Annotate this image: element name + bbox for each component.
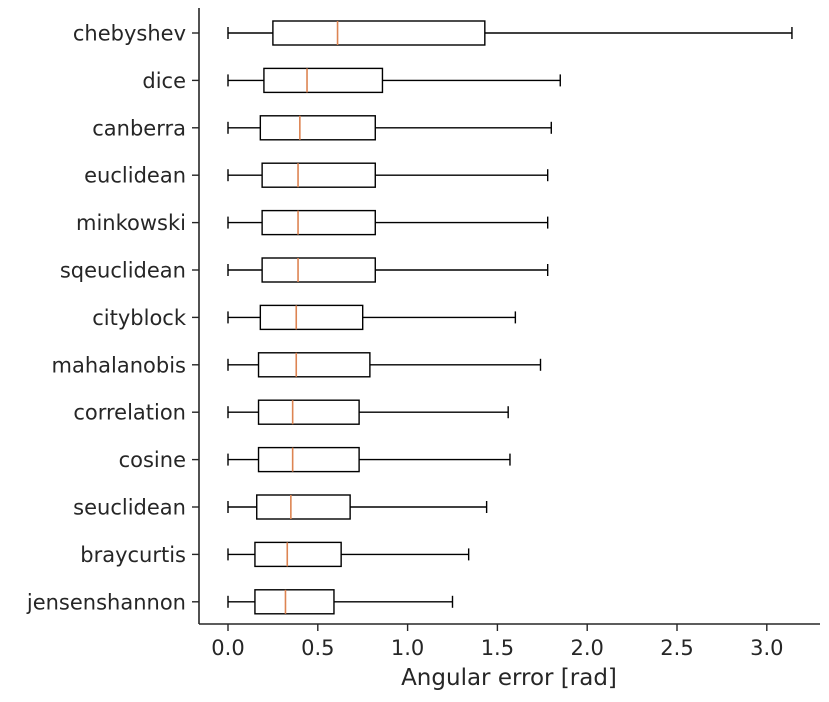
y-tick-label-braycurtis: braycurtis <box>80 543 186 567</box>
iqr-box <box>257 352 371 378</box>
x-tick-label: 0.0 <box>211 636 244 660</box>
boxes-layer <box>227 20 793 615</box>
iqr-box <box>254 541 342 568</box>
y-tick-label-cityblock: cityblock <box>92 306 187 330</box>
y-tick-label-correlation: correlation <box>73 401 186 425</box>
x-tick-label: 1.5 <box>481 636 514 660</box>
x-ticks: 0.0 0.5 1.0 1.5 2.0 2.5 3.0 <box>211 624 784 660</box>
y-tick-label-chebyshev: chebyshev <box>73 22 186 46</box>
box-cosine <box>227 446 511 473</box>
iqr-box <box>259 115 376 141</box>
iqr-box <box>256 494 351 520</box>
x-tick-label: 0.5 <box>301 636 334 660</box>
iqr-box <box>257 399 360 425</box>
box-seuclidean <box>227 494 488 520</box>
x-axis-title: Angular error [rad] <box>401 665 617 691</box>
box-chebyshev <box>227 20 793 46</box>
iqr-box <box>263 67 384 94</box>
iqr-box <box>259 304 364 331</box>
box-mahalanobis <box>227 352 542 378</box>
y-tick-label-mahalanobis: mahalanobis <box>52 353 186 377</box>
y-tick-label-jensenshannon: jensenshannon <box>26 590 186 614</box>
y-tick-label-minkowski: minkowski <box>76 211 186 235</box>
box-minkowski <box>227 209 549 236</box>
y-tick-label-sqeuclidean: sqeuclidean <box>60 259 186 283</box>
iqr-box <box>257 446 360 473</box>
y-tick-label-euclidean: euclidean <box>84 164 186 188</box>
box-cityblock <box>227 304 517 331</box>
y-tick-label-canberra: canberra <box>92 116 186 140</box>
x-tick-label: 2.0 <box>570 636 603 660</box>
x-tick-label: 3.0 <box>750 636 783 660</box>
iqr-box <box>254 589 335 615</box>
y-tick-label-cosine: cosine <box>119 448 186 472</box>
box-canberra <box>227 115 552 141</box>
box-correlation <box>227 399 509 425</box>
box-dice <box>227 67 561 94</box>
y-tick-label-dice: dice <box>142 69 186 93</box>
box-sqeuclidean <box>227 257 549 283</box>
box-jensenshannon <box>227 589 454 615</box>
box-euclidean <box>227 162 549 188</box>
x-tick-label: 2.5 <box>660 636 693 660</box>
y-tick-labels: chebyshev dice canberra euclidean minkowski s… <box>26 22 199 614</box>
y-tick-label-seuclidean: seuclidean <box>73 496 186 520</box>
x-tick-label: 1.0 <box>391 636 424 660</box>
box-braycurtis <box>227 541 470 568</box>
iqr-box <box>272 20 486 46</box>
iqr-box <box>261 209 376 236</box>
iqr-box <box>261 257 376 283</box>
iqr-box <box>261 162 376 188</box>
